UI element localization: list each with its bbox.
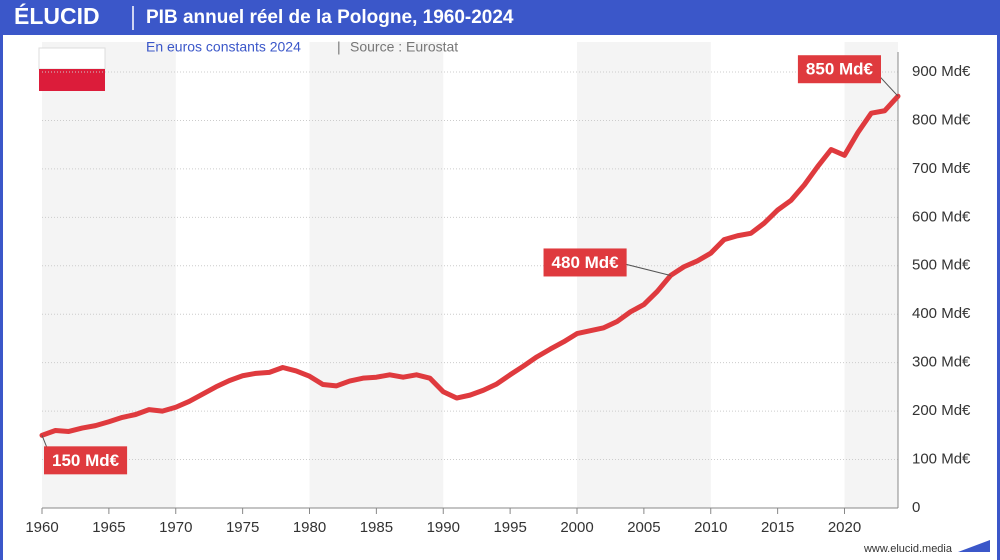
y-tick-label: 300 Md€ (912, 354, 971, 371)
frame (997, 0, 1000, 560)
x-tick-label: 1985 (360, 519, 393, 536)
annotation-box (543, 248, 627, 277)
band (309, 42, 444, 508)
annotation-box (797, 55, 881, 84)
x-tick-label: 1975 (226, 519, 259, 536)
band (42, 42, 176, 508)
header-bar (0, 0, 1000, 35)
x-tick-label: 1995 (493, 519, 526, 536)
footer-icon (958, 540, 990, 552)
annotation-box (44, 446, 128, 475)
annotation-label: 480 Md€ (552, 253, 620, 272)
y-tick-label: 900 Md€ (912, 63, 971, 80)
separator: | (337, 39, 341, 55)
y-tick-label: 400 Md€ (912, 305, 971, 322)
annotation-label: 150 Md€ (52, 451, 120, 470)
band (844, 42, 898, 508)
x-tick-label: 2000 (560, 519, 593, 536)
leader-line (618, 261, 671, 276)
annotation: 850 Md€ (797, 55, 899, 97)
source: Source : Eurostat (350, 39, 458, 55)
subtitle: En euros constants 2024 (146, 39, 301, 55)
y-tick-label: 700 Md€ (912, 160, 971, 177)
x-tick-label: 2015 (761, 519, 794, 536)
y-tick-label: 800 Md€ (912, 111, 971, 128)
x-tick-label: 1960 (25, 519, 58, 536)
bands (42, 42, 898, 508)
line (39, 93, 901, 438)
y-tick-label: 100 Md€ (912, 451, 971, 468)
y-tick-label: 500 Md€ (912, 257, 971, 274)
footer: www.elucid.media (863, 543, 953, 555)
frame (0, 0, 3, 560)
y-tick-label: 600 Md€ (912, 208, 971, 225)
x-tick-label: 2010 (694, 519, 727, 536)
x-tick-label: 1990 (427, 519, 460, 536)
annotation: 480 Md€ (543, 248, 671, 277)
logo: ÉLUCID (14, 2, 100, 29)
x-tick-label: 1980 (293, 519, 326, 536)
flag-red (39, 69, 105, 91)
chart-title: PIB annuel réel de la Pologne, 1960-2024 (146, 7, 514, 28)
annotation-label: 850 Md€ (806, 60, 874, 79)
y-tick-label: 0 (912, 499, 920, 516)
x-tick-label: 2020 (828, 519, 861, 536)
flag-white (38, 47, 106, 70)
y-tick-label: 200 Md€ (912, 402, 971, 419)
x-tick-label: 1965 (92, 519, 125, 536)
x-tick-label: 2005 (627, 519, 660, 536)
x-tick-label: 1970 (159, 519, 192, 536)
annotation: 150 Md€ (41, 435, 128, 475)
